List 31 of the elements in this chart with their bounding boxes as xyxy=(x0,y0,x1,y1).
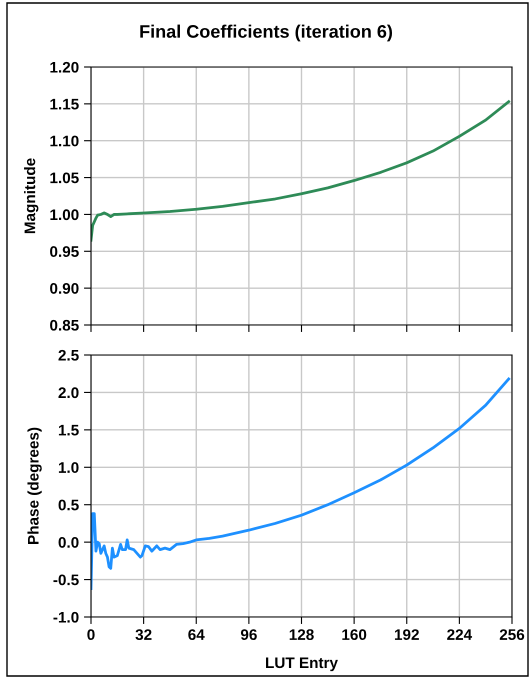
y-tick-label: 1.20 xyxy=(50,62,79,73)
y-axis-title: Magnitude xyxy=(24,158,38,234)
y-axis-title: Phase (degrees) xyxy=(27,428,42,544)
y-tick-label: -1.0 xyxy=(53,612,79,623)
y-tick-label: 2.5 xyxy=(58,350,79,361)
x-tick-label: 64 xyxy=(188,629,205,640)
line-series xyxy=(91,378,510,590)
y-tick-label: 1.00 xyxy=(50,209,79,220)
chart-title: Final Coefficients (iteration 6) xyxy=(140,24,392,42)
x-tick-label: 192 xyxy=(394,629,419,640)
line-series xyxy=(91,100,510,242)
y-tick-label: 2.0 xyxy=(58,387,79,398)
y-tick-label: 0.95 xyxy=(50,246,79,257)
x-tick-label: 160 xyxy=(342,629,366,640)
y-tick-label: 0.5 xyxy=(58,500,79,510)
y-tick-label: 0.90 xyxy=(50,283,79,294)
y-tick-label: 0.85 xyxy=(50,320,79,331)
y-tick-label: -0.5 xyxy=(53,574,79,586)
x-tick-label: 128 xyxy=(290,629,314,640)
x-tick-label: 32 xyxy=(135,629,152,640)
x-tick-label: 96 xyxy=(240,629,257,640)
y-tick-label: 1.0 xyxy=(58,462,79,473)
x-axis-title: LUT Entry xyxy=(266,657,338,672)
x-tick-label: 0 xyxy=(87,629,95,640)
y-tick-label: 0.0 xyxy=(58,537,79,548)
y-tick-label: 1.05 xyxy=(50,172,79,184)
y-tick-label: 1.5 xyxy=(58,424,79,436)
y-tick-label: 1.10 xyxy=(50,136,79,146)
y-tick-label: 1.15 xyxy=(50,98,79,110)
x-tick-label: 224 xyxy=(447,629,472,640)
x-tick-label: 256 xyxy=(500,629,524,640)
